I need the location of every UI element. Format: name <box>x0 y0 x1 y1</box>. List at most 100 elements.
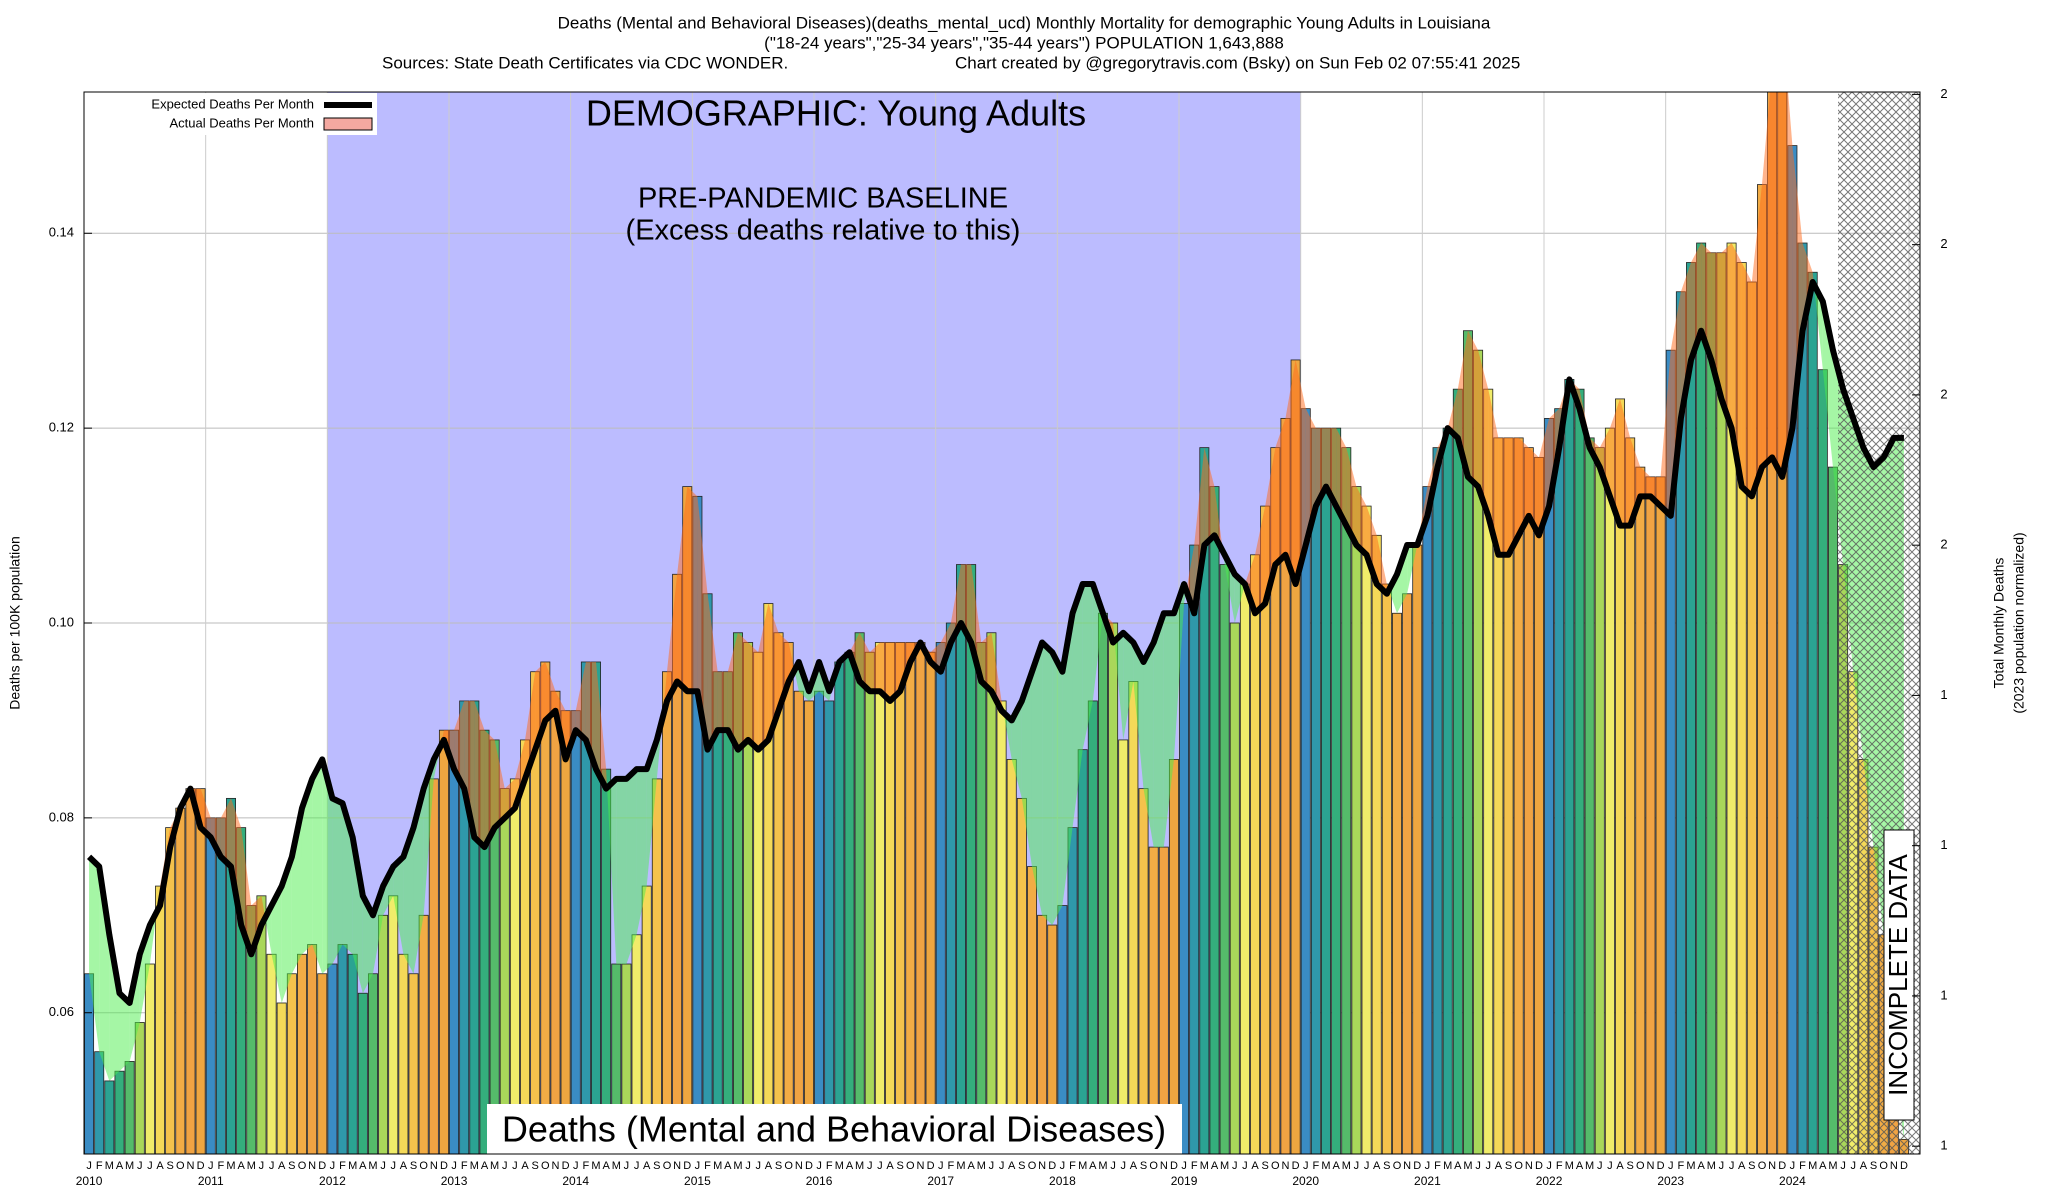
excess-fill <box>1741 262 1752 497</box>
bar <box>895 642 906 1154</box>
x-tick-label: F <box>1434 1160 1441 1172</box>
bar <box>945 622 956 1154</box>
sources: Sources: State Death Certificates via CD… <box>382 53 788 72</box>
excess-fill <box>707 593 718 750</box>
bar <box>134 1022 145 1154</box>
bar <box>1209 486 1220 1154</box>
legend-label: Actual Deaths Per Month <box>169 115 314 130</box>
x-tick-label: D <box>1170 1160 1178 1172</box>
bar <box>337 944 348 1154</box>
bar <box>276 1002 287 1154</box>
x-tick-label: J <box>208 1160 214 1172</box>
x-tick-label: N <box>916 1160 924 1172</box>
x-tick-label: J <box>1546 1160 1552 1172</box>
x-tick-label: D <box>1657 1160 1665 1172</box>
x-tick-label: D <box>1413 1160 1421 1172</box>
x-tick-label: M <box>591 1160 600 1172</box>
deficit-fill <box>413 788 424 974</box>
year-label: 2016 <box>806 1174 833 1188</box>
excess-fill <box>727 632 738 750</box>
x-tick-label: M <box>835 1160 844 1172</box>
bar <box>1108 622 1119 1154</box>
excess-fill <box>1417 486 1428 546</box>
bar <box>215 817 226 1154</box>
excess-fill <box>1376 535 1387 594</box>
y-tick-label: 0.08 <box>49 809 74 824</box>
x-tick-label: D <box>1778 1160 1786 1172</box>
excess-fill <box>1620 398 1631 526</box>
bar <box>1118 739 1129 1154</box>
deficit-fill <box>1042 642 1053 926</box>
x-tick-label: M <box>1565 1160 1574 1172</box>
deficit-fill <box>301 778 313 955</box>
deficit-fill <box>1163 613 1174 848</box>
x-tick-label: A <box>1130 1160 1138 1172</box>
x-tick-label: N <box>1281 1160 1289 1172</box>
excess-fill <box>1650 476 1661 507</box>
y-axis-label: Deaths per 100K population <box>7 536 23 710</box>
bar <box>1138 788 1149 1154</box>
deficit-fill <box>1114 632 1124 740</box>
x-tick-label: F <box>1556 1160 1563 1172</box>
x-tick-label: O <box>298 1160 307 1172</box>
year-label: 2013 <box>441 1174 468 1188</box>
x-tick-label: A <box>1211 1160 1219 1172</box>
deficit-fill <box>312 759 323 974</box>
x-tick-label: J <box>1485 1160 1491 1172</box>
x-tick-label: F <box>1069 1160 1076 1172</box>
bar <box>1604 427 1615 1154</box>
deficit-fill <box>423 759 434 916</box>
bar <box>1331 427 1342 1154</box>
overlay: 0.06 0.08 0.10 0.12 0.14 DEMOGRAPHIC: Young A… <box>49 86 1948 1188</box>
x-tick-label: A <box>886 1160 894 1172</box>
x-tick-label: S <box>653 1160 660 1172</box>
bar <box>1452 388 1463 1154</box>
x-tick-label: J <box>1597 1160 1603 1172</box>
bar <box>1310 427 1321 1154</box>
bar <box>1016 797 1027 1154</box>
x-tick-label: J <box>1840 1160 1846 1172</box>
deficit-fill <box>616 778 627 965</box>
bar <box>1655 476 1666 1154</box>
cause-label: Deaths (Mental and Behavioral Diseases) <box>502 1109 1166 1150</box>
x-tick-label: M <box>612 1160 621 1172</box>
x-tick-label: N <box>1646 1160 1654 1172</box>
bar <box>1706 252 1717 1154</box>
bar <box>1006 759 1017 1154</box>
x-tick-label: J <box>1719 1160 1725 1172</box>
legend-swatch <box>323 117 373 131</box>
x-tick-label: J <box>512 1160 518 1172</box>
x-tick-label: F <box>1799 1160 1806 1172</box>
y2-axis-sublabel: (2023 population normalized) <box>2011 532 2027 713</box>
excess-fill <box>748 642 759 750</box>
bar <box>925 651 936 1154</box>
bar <box>327 963 338 1154</box>
deficit-fill <box>362 895 373 994</box>
x-tick-label: J <box>1850 1160 1856 1172</box>
deficit-fill <box>607 778 617 965</box>
bar <box>185 788 196 1154</box>
excess-fill <box>575 661 586 740</box>
bar <box>1371 534 1382 1154</box>
x-tick-label: S <box>1383 1160 1390 1172</box>
excess-fill <box>1204 447 1215 546</box>
excess-fill <box>1680 262 1692 419</box>
x-tick-label: A <box>1819 1160 1827 1172</box>
bar <box>499 788 510 1154</box>
x-tick-label: S <box>1262 1160 1269 1172</box>
excess-fill <box>1772 92 1783 477</box>
y2-tick-label: 1 <box>1940 987 1947 1002</box>
baseline-note: (Excess deaths relative to this) <box>626 215 1021 247</box>
x-tick-label: A <box>1697 1160 1705 1172</box>
x-tick-label: A <box>1373 1160 1381 1172</box>
x-tick-label: D <box>927 1160 935 1172</box>
x-tick-label: O <box>1758 1160 1767 1172</box>
x-tick-label: N <box>551 1160 559 1172</box>
excess-fill <box>1488 389 1499 555</box>
excess-fill <box>1194 447 1205 614</box>
plot-area <box>84 92 1920 1154</box>
bar <box>347 953 358 1154</box>
x-tick-label: F <box>96 1160 103 1172</box>
excess-fill <box>1467 330 1479 487</box>
bar <box>1686 262 1696 1154</box>
